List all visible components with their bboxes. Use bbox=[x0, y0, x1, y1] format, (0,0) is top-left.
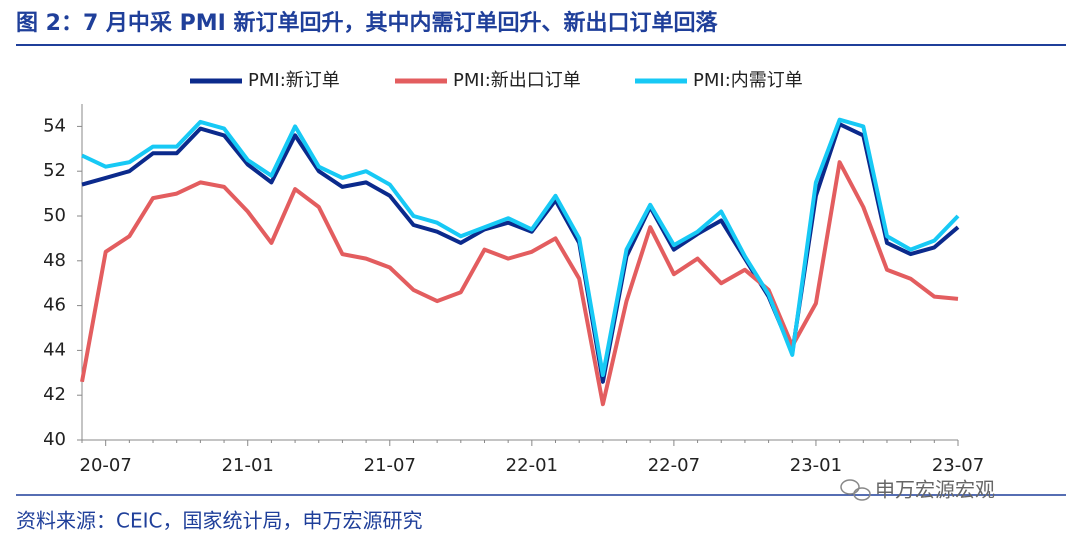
y-tick-label: 42 bbox=[43, 384, 66, 405]
source: 资料来源：CEIC，国家统计局，申万宏源研究 bbox=[16, 509, 422, 533]
y-tick-label: 50 bbox=[43, 205, 66, 226]
watermark-icon bbox=[840, 479, 871, 501]
x-tick-label: 22-01 bbox=[506, 455, 558, 476]
series-line bbox=[81, 117, 960, 377]
watermark: 申万宏源宏观 bbox=[875, 478, 995, 502]
legend-label: PMI:内需订单 bbox=[693, 70, 803, 91]
legend-label: PMI:新订单 bbox=[248, 70, 340, 91]
x-tick-label: 23-01 bbox=[790, 455, 842, 476]
legend-label: PMI:新出口订单 bbox=[453, 70, 581, 91]
y-tick-label: 54 bbox=[43, 115, 66, 136]
y-tick-label: 48 bbox=[43, 250, 66, 271]
x-tick-label: 23-07 bbox=[932, 455, 984, 476]
x-tick-label: 22-07 bbox=[648, 455, 700, 476]
series-line bbox=[80, 160, 959, 407]
y-tick-label: 44 bbox=[43, 339, 66, 360]
series-line bbox=[81, 122, 960, 384]
y-tick-label: 40 bbox=[43, 429, 66, 450]
y-tick-label: 52 bbox=[43, 160, 66, 181]
y-tick-label: 46 bbox=[43, 295, 66, 316]
chart-title: 图 2：7 月中采 PMI 新订单回升，其中内需订单回升、新出口订单回落 bbox=[16, 10, 718, 36]
x-tick-label: 21-07 bbox=[364, 455, 416, 476]
x-tick-label: 20-07 bbox=[80, 455, 132, 476]
x-tick-label: 21-01 bbox=[222, 455, 274, 476]
